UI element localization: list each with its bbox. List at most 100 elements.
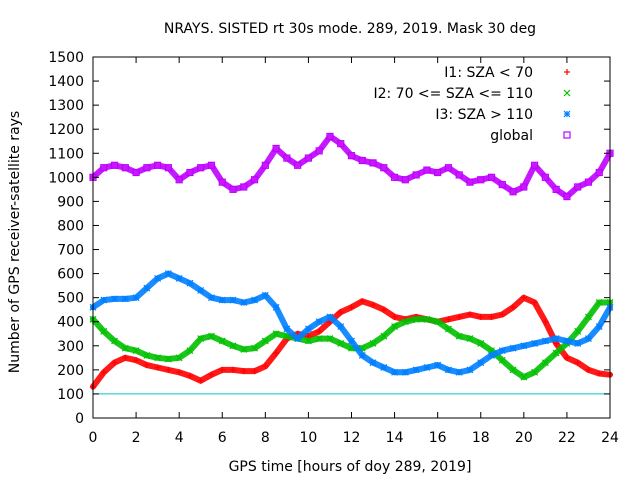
- legend-label: I1: SZA < 70: [444, 65, 533, 81]
- data-point: [359, 298, 366, 305]
- data-point: [488, 313, 495, 320]
- data-point: [283, 325, 291, 333]
- x-tick-label: 18: [472, 430, 490, 446]
- data-point: [358, 352, 366, 359]
- y-tick-label: 0: [75, 411, 84, 427]
- data-point: [391, 313, 398, 320]
- data-point: [272, 330, 280, 338]
- data-point: [401, 368, 409, 376]
- data-point: [584, 178, 593, 186]
- data-point: [541, 337, 549, 345]
- data-point: [369, 359, 377, 367]
- data-point: [574, 339, 582, 347]
- data-point: [348, 304, 355, 311]
- data-point: [175, 176, 183, 184]
- data-point: [520, 294, 527, 301]
- data-point: [143, 284, 151, 292]
- data-point: [208, 371, 215, 378]
- data-point: [563, 337, 571, 345]
- series-4: [89, 132, 614, 201]
- data-point: [444, 164, 453, 172]
- data-point: [445, 325, 452, 333]
- data-point: [197, 377, 204, 384]
- data-point: [563, 192, 571, 201]
- axes-layer: 0100200300400500600700800900100011001200…: [48, 50, 619, 446]
- data-point: [509, 344, 517, 352]
- data-point: [240, 368, 247, 375]
- data-point: [498, 180, 506, 189]
- data-point: [380, 364, 388, 371]
- data-point: [423, 364, 431, 371]
- legend-label: I2: 70 <= SZA <= 110: [373, 86, 533, 102]
- data-point: [186, 347, 194, 355]
- x-tick-label: 6: [218, 430, 227, 446]
- data-point: [315, 318, 323, 326]
- data-point: [358, 156, 366, 165]
- series-3: [89, 270, 614, 376]
- data-point: [531, 299, 538, 306]
- data-point: [585, 335, 592, 343]
- y-tick-label: 1400: [48, 74, 84, 90]
- data-point: [509, 366, 517, 374]
- data-point: [563, 354, 570, 361]
- data-point: [455, 171, 463, 179]
- data-point: [488, 352, 495, 359]
- data-point: [164, 164, 172, 172]
- data-point: [401, 176, 409, 184]
- data-point: [175, 274, 183, 282]
- data-point: [348, 337, 355, 345]
- y-tick-label: 1000: [48, 170, 84, 186]
- data-point: [455, 368, 463, 376]
- data-point: [509, 188, 517, 196]
- x-tick-label: 14: [386, 430, 404, 446]
- data-point: [369, 159, 377, 167]
- data-point: [487, 173, 496, 181]
- data-point: [121, 164, 129, 172]
- x-tick-label: 4: [175, 430, 184, 446]
- data-point: [229, 296, 237, 304]
- data-point: [595, 299, 603, 306]
- data-point: [110, 161, 119, 169]
- data-point: [132, 168, 140, 177]
- data-point: [133, 357, 140, 364]
- data-point: [251, 368, 258, 375]
- data-point: [531, 368, 539, 376]
- data-point: [380, 332, 388, 340]
- x-tick-label: 10: [300, 430, 318, 446]
- legend-label: global: [490, 128, 533, 144]
- data-point: [552, 185, 560, 193]
- data-point: [197, 164, 205, 172]
- data-point: [100, 164, 108, 172]
- data-point: [477, 359, 485, 367]
- data-point: [251, 296, 258, 304]
- y-tick-label: 400: [57, 315, 84, 331]
- legend-marker: [563, 89, 571, 97]
- data-point: [390, 173, 399, 181]
- data-point: [585, 366, 592, 373]
- data-point: [477, 313, 484, 320]
- data-point: [143, 362, 150, 369]
- data-point: [122, 354, 129, 361]
- data-point: [423, 315, 431, 323]
- y-tick-label: 1200: [48, 122, 84, 138]
- data-point: [585, 313, 592, 321]
- data-point: [455, 332, 463, 340]
- data-point: [370, 301, 377, 308]
- data-point: [445, 316, 452, 323]
- data-point: [520, 342, 528, 350]
- data-point: [272, 144, 280, 153]
- data-point: [250, 176, 259, 184]
- data-point: [466, 311, 473, 318]
- data-point: [304, 154, 313, 162]
- x-tick-label: 16: [429, 430, 447, 446]
- data-point: [456, 313, 463, 320]
- data-point: [326, 313, 334, 321]
- data-point: [272, 303, 280, 311]
- data-point: [132, 294, 140, 302]
- data-point: [412, 315, 420, 323]
- data-point: [111, 359, 118, 366]
- data-point: [121, 295, 129, 303]
- y-tick-label: 1100: [48, 146, 84, 162]
- x-tick-label: 8: [261, 430, 270, 446]
